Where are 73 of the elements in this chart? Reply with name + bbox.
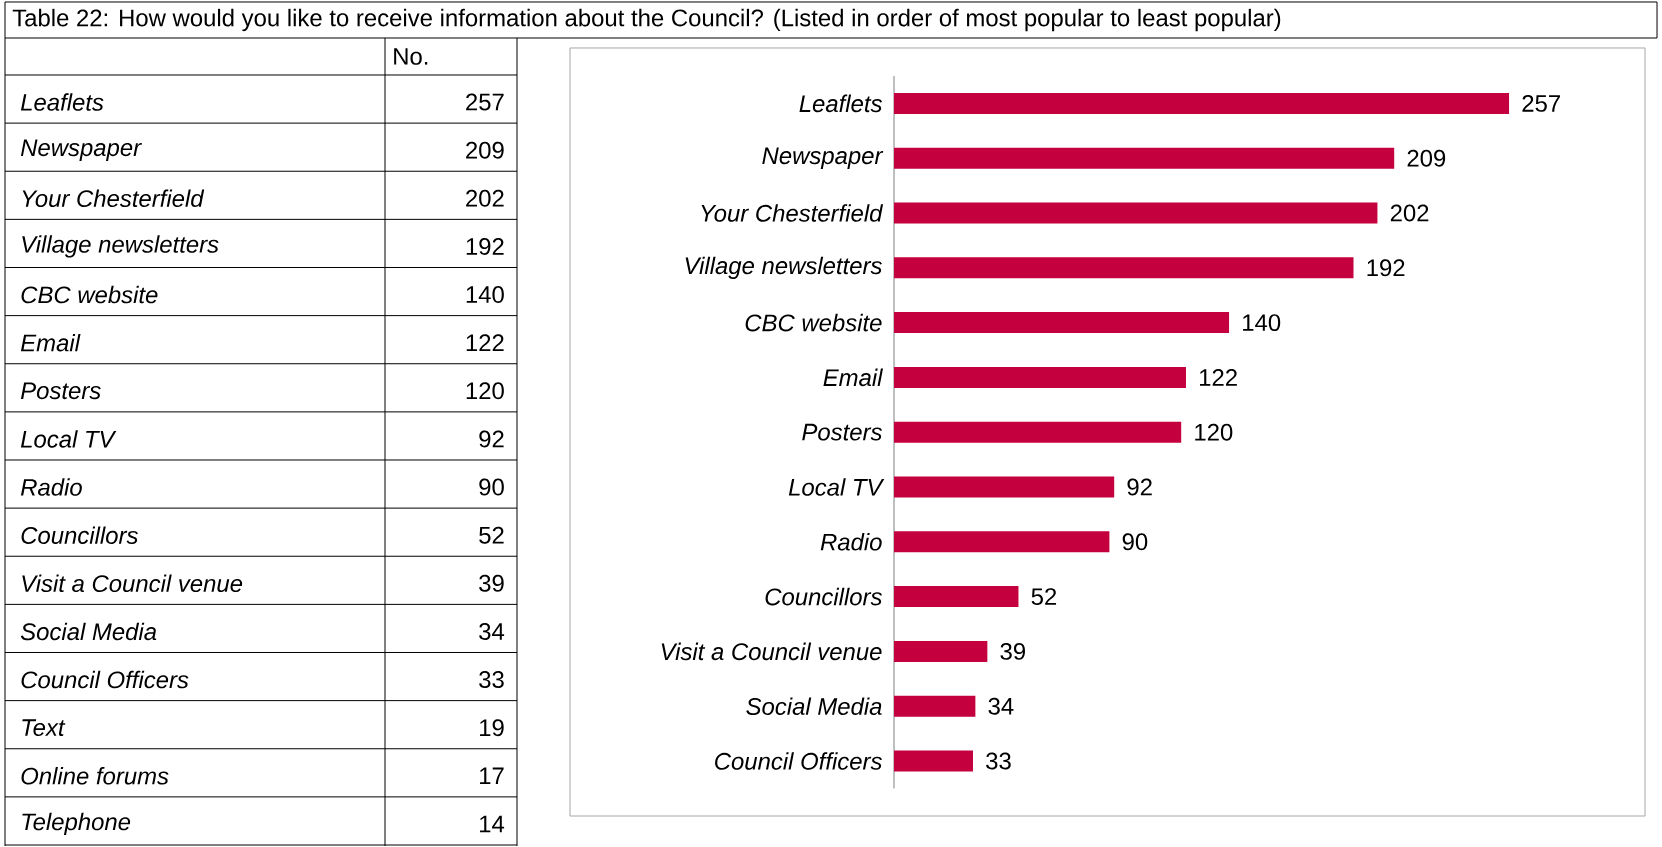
data-label: 34 [988, 697, 1014, 715]
bar [894, 531, 1110, 553]
y-tick-label: Email [823, 368, 884, 387]
category-label: Visit a Council venue [22, 574, 243, 593]
category-label: Radio [20, 478, 82, 496]
category-label: CBC website [21, 285, 158, 304]
data-label: 120 [466, 382, 504, 400]
bar [894, 92, 1510, 114]
category-label: Posters [20, 382, 101, 400]
category-label: Village newsletters [22, 235, 219, 258]
category-label: Newspaper [20, 139, 142, 161]
data-label: 120 [1195, 423, 1233, 441]
data-label: 92 [1127, 478, 1152, 496]
data-label: 17 [480, 767, 504, 785]
y-tick-label: Visit a Council venue [661, 642, 882, 661]
data-label: 122 [466, 334, 504, 352]
bar [894, 750, 973, 772]
data-label: 92 [479, 430, 504, 448]
data-label: 209 [466, 141, 504, 159]
bar [894, 257, 1354, 279]
y-tick-label: Council Officers [715, 752, 882, 770]
data-label: 140 [466, 286, 504, 304]
y-tick-label: Councillors [765, 587, 882, 606]
bar [894, 312, 1230, 334]
data-label: 202 [1390, 204, 1429, 222]
data-label: 90 [479, 478, 504, 496]
bar [894, 421, 1182, 443]
data-label: 257 [1522, 94, 1560, 112]
data-label: 192 [1367, 259, 1405, 277]
bar [894, 147, 1395, 169]
data-label: 19 [480, 719, 504, 737]
bar [894, 366, 1186, 388]
y-tick-label: Social Media [746, 697, 882, 715]
y-tick-label: Local TV [788, 478, 885, 496]
data-label: 122 [1200, 369, 1237, 386]
category-label: Online forums [21, 767, 169, 785]
category-label: Leaflets [20, 93, 104, 111]
bar [894, 695, 976, 717]
category-label: Councillors [21, 526, 138, 544]
data-label: 33 [986, 752, 1011, 770]
y-tick-label: Your Chesterfield [701, 204, 884, 222]
bar [894, 586, 1019, 608]
data-label: 34 [479, 622, 505, 640]
bar [894, 476, 1115, 498]
category-label: Your Chesterfield [22, 189, 205, 208]
y-tick-label: Posters [802, 423, 882, 441]
category-label: Telephone [22, 812, 131, 836]
data-label: 209 [1407, 149, 1446, 167]
y-tick-label: Newspaper [762, 147, 884, 169]
data-label: 39 [479, 574, 504, 592]
data-label: 90 [1122, 533, 1148, 551]
category-label: Text [22, 719, 66, 737]
category-label: Local TV [20, 430, 117, 448]
text: No. [394, 48, 428, 65]
data-label: 202 [466, 189, 504, 207]
y-tick-label: Radio [820, 533, 882, 551]
bar [894, 640, 988, 662]
bar [894, 202, 1378, 224]
data-label: 52 [1031, 588, 1057, 606]
data-label: 140 [1243, 314, 1281, 332]
data-label: 33 [479, 671, 504, 689]
y-tick-label: Village newsletters [685, 256, 882, 279]
data-label: 257 [466, 93, 504, 111]
category-label: Social Media [20, 622, 157, 641]
category-label: Email [20, 333, 81, 352]
y-tick-label: Leaflets [799, 94, 882, 113]
y-tick-label: CBC website [745, 313, 882, 332]
text: Table 22: How would you like to receive information about the Council? (Listed in order of most popular to least popular) [12, 8, 1281, 32]
category-label: Council Officers [21, 670, 189, 689]
data-label: 52 [479, 526, 504, 544]
data-label: 39 [1000, 642, 1025, 660]
data-label: 14 [480, 815, 505, 833]
data-label: 192 [466, 237, 504, 255]
